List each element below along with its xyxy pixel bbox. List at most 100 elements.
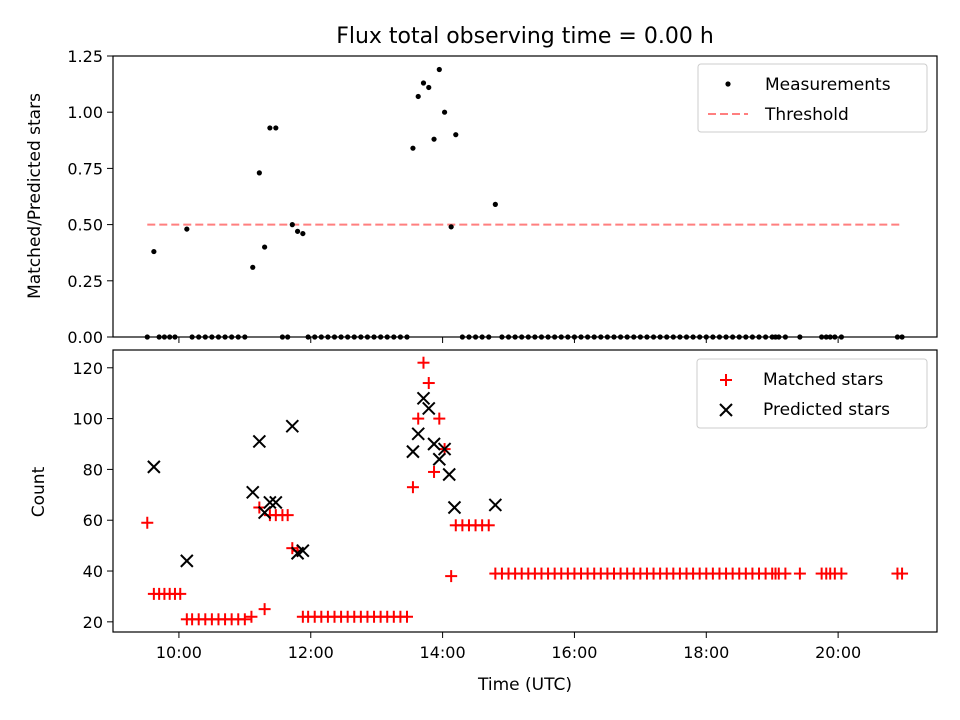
measurement-point [436,66,442,73]
measurement-point [415,93,421,100]
top-y-axis-label: Matched/Predicted stars [25,93,45,299]
legend-matched-marker [720,374,732,386]
measurement-point [420,80,427,86]
measurement-point [492,201,498,207]
legend-measurements-marker [725,81,731,87]
matched-star-point [238,613,251,626]
measurement-point [300,230,306,237]
measurement-point [151,248,157,255]
chart-title: Flux total observing time = 0.00 h [336,24,714,49]
measurement-point [273,125,279,131]
predicted-star-point [257,505,272,520]
matched-star-point [174,587,187,600]
measurement-point [250,264,256,270]
predicted-star-point [442,467,456,482]
x-axis-label: Time (UTC) [477,675,572,695]
legend-measurements-label: Measurements [765,75,891,95]
matched-star-point [422,377,435,390]
matched-star-point [793,567,806,580]
matched-star-point [896,567,909,580]
matched-star-point [401,610,414,623]
matched-star-point [258,603,271,616]
measurement-point [453,132,459,138]
predicted-star-point [180,554,194,568]
bottom-legend-box [696,358,928,429]
bottom-y-axis-label: Count [29,466,49,517]
top-y-tick-label: 1.00 [67,103,103,122]
predicted-star-point [147,460,161,474]
matched-star-point [281,509,294,522]
top-x-axis-ticks [178,337,839,343]
bottom-y-tick-label: 80 [83,460,103,479]
top-y-tick-label: 0.75 [67,159,103,178]
predicted-star-point [296,543,310,558]
predicted-star-point [432,452,447,466]
x-tick-label: 14:00 [420,643,466,662]
bottom-y-tick-label: 60 [83,511,103,530]
matched-star-point [245,610,258,623]
matched-star-point [406,481,419,494]
measurement-point [262,244,268,250]
predicted-star-point [406,444,420,459]
legend-threshold-label: Threshold [764,105,849,125]
matched-star-point [779,567,792,580]
matched-star-point [445,570,458,583]
bottom-y-axis-ticks: 20 40 60 80 100 120 [72,359,113,632]
top-axes-frame [112,55,938,338]
matched-star-point [835,567,848,580]
legend-predicted-marker [719,403,733,417]
bottom-y-tick-label: 20 [83,613,103,632]
measurement-point [410,145,416,151]
predicted-star-point [427,437,441,451]
legend-matched-label: Matched stars [763,370,883,390]
measurement-point [448,224,454,230]
measurement-point [267,125,273,131]
top-legend: Measurements Threshold [697,63,928,133]
matched-star-point [141,516,154,529]
measurement-point [441,109,448,115]
x-tick-label: 18:00 [683,643,729,662]
flux-ratio-panel: Flux total observing time = 0.00 h 0.000… [25,24,938,347]
predicted-star-point [269,495,283,510]
matched-star-point [417,356,430,369]
legend-predicted-label: Predicted stars [763,400,890,420]
measurement-point [426,84,432,91]
matched-star-point [433,412,446,425]
top-y-tick-label: 0.25 [67,272,103,291]
predicted-star-point [447,500,462,515]
predicted-star-point [437,442,452,456]
bottom-y-tick-label: 100 [72,410,103,429]
bottom-axes-frame [112,349,938,633]
x-tick-label: 20:00 [815,643,861,662]
predicted-star-point [411,427,425,441]
top-legend-box [697,63,928,133]
top-y-tick-label: 1.25 [67,47,103,66]
bottom-plot-marks [141,356,909,626]
predicted-star-point [263,495,277,510]
top-plot-marks [144,66,905,340]
x-tick-label: 12:00 [288,643,334,662]
bottom-x-axis-ticks: 10:00 12:00 14:00 16:00 18:00 20:00 [156,632,861,662]
measurement-point [256,170,262,176]
measurement-point [184,226,190,232]
top-y-tick-label: 0.00 [67,328,103,347]
predicted-star-point [422,401,436,416]
measurement-point [431,136,437,142]
matched-star-point [428,465,441,478]
top-y-tick-label: 0.50 [67,216,103,235]
measurement-point [289,222,295,228]
bottom-y-tick-label: 40 [83,562,103,581]
matched-star-point [412,412,425,425]
x-tick-label: 16:00 [551,643,597,662]
matched-star-point [482,519,495,532]
x-tick-label: 10:00 [156,643,202,662]
predicted-star-point [285,419,300,433]
predicted-star-point [246,485,260,499]
top-y-axis-ticks: 0.00 0.25 0.50 0.75 1.00 1.25 [67,47,113,347]
predicted-star-point [252,434,267,449]
bottom-y-tick-label: 120 [72,359,103,378]
bottom-legend: Matched stars Predicted stars [696,358,928,429]
measurement-point [294,228,301,234]
star-count-panel: 20 40 60 80 100 120 10:00 12:00 14:00 16:00 18:00… [29,349,938,695]
